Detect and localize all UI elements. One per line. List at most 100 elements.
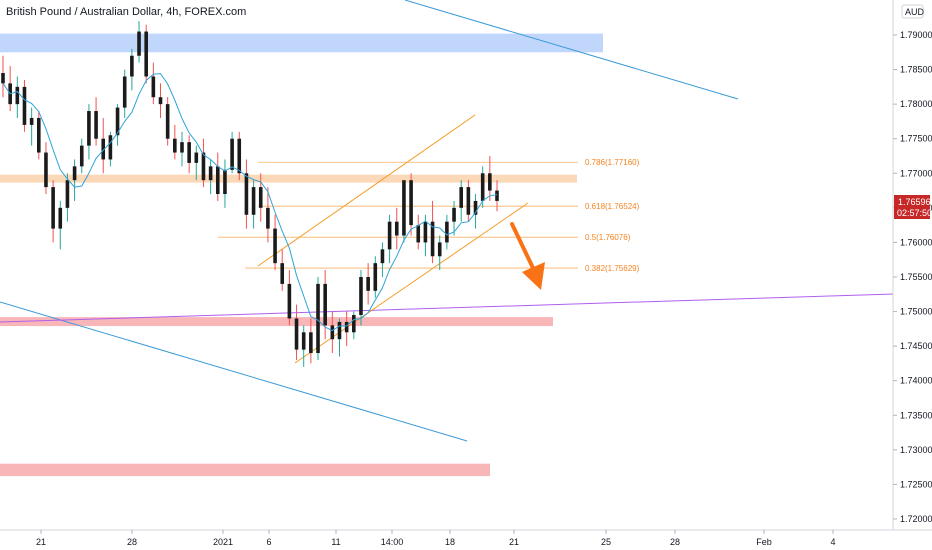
candle <box>294 304 299 360</box>
candle-body <box>423 221 428 243</box>
candle <box>151 62 156 105</box>
candle-body <box>359 276 363 316</box>
candle-body <box>36 117 41 153</box>
candle-body <box>473 200 478 215</box>
upper-blue-trendline <box>404 0 739 100</box>
x-tick-label: 21 <box>36 537 46 547</box>
x-tick-label: 11 <box>331 537 340 547</box>
candle-body <box>430 221 435 257</box>
zone-red-3 <box>0 463 490 477</box>
candle-body <box>495 190 499 201</box>
candle-body <box>79 145 84 167</box>
x-tick-label: 18 <box>445 537 455 547</box>
fib-label-2: 0.5(1.76076) <box>585 233 631 242</box>
channel-upper-line <box>257 114 476 267</box>
candle-body <box>29 117 34 125</box>
candle-body <box>208 166 213 181</box>
candle-body <box>330 325 335 340</box>
candle-body <box>237 138 242 174</box>
y-tick-label: 1.75000 <box>900 307 932 317</box>
candle-body <box>258 187 263 208</box>
candle <box>266 187 270 243</box>
candle-body <box>309 332 313 354</box>
x-tick-label: 28 <box>670 537 680 547</box>
candle <box>223 159 227 208</box>
y-tick-label: 1.77000 <box>900 168 932 178</box>
fib-label-3: 0.382(1.75629) <box>585 264 640 273</box>
candle-body <box>294 318 299 350</box>
zone-blue-0 <box>0 33 603 53</box>
candle <box>115 104 120 146</box>
x-tick-label: 21 <box>509 537 519 547</box>
candle <box>366 263 370 305</box>
candle <box>352 311 356 340</box>
candle-body <box>130 55 134 77</box>
candle-body <box>187 142 191 163</box>
candle <box>58 200 63 250</box>
y-tick-label: 1.78000 <box>900 99 932 109</box>
candle <box>280 249 285 291</box>
chart-title: British Pound / Australian Dollar, 4h, F… <box>6 6 246 18</box>
arrow-head <box>522 262 545 290</box>
currency-badge-box[interactable] <box>901 4 924 19</box>
y-tick-label: 1.75500 <box>900 272 932 282</box>
candle-body <box>337 321 342 340</box>
candle-body <box>380 249 385 264</box>
candle <box>137 21 141 63</box>
candle <box>380 242 385 277</box>
candle <box>65 173 70 222</box>
candle <box>36 111 41 160</box>
candles-layer <box>1 21 499 367</box>
candle <box>258 173 263 222</box>
candle <box>402 180 406 243</box>
candle <box>237 131 242 181</box>
candle-body <box>387 221 392 250</box>
candle <box>165 97 170 146</box>
candle-body <box>366 276 370 291</box>
candle <box>180 131 184 167</box>
candle <box>122 69 127 118</box>
candle <box>301 325 306 367</box>
candle <box>208 159 213 195</box>
candle-body <box>459 187 464 208</box>
candle-body <box>44 152 48 188</box>
candle <box>1 55 5 98</box>
candle-body <box>173 138 177 153</box>
candle <box>273 214 277 271</box>
currency-badge[interactable]: AUD <box>905 7 925 17</box>
candle-body <box>15 86 20 105</box>
candle-body <box>87 111 91 146</box>
candle-body <box>409 180 413 226</box>
candle <box>452 200 456 236</box>
fib-label-1: 0.618(1.76524) <box>585 202 640 211</box>
candle <box>430 200 435 264</box>
current-price-tag <box>894 195 930 219</box>
candle <box>51 180 55 243</box>
candle-body <box>280 263 285 284</box>
candle-body <box>445 221 449 243</box>
candle-body <box>352 315 356 333</box>
candle <box>158 83 163 118</box>
y-tick-label: 1.74000 <box>900 376 932 386</box>
candle <box>344 311 349 347</box>
candle-body <box>22 86 27 125</box>
candle-body <box>215 166 220 195</box>
candle-body <box>108 135 113 160</box>
x-tick-label: 2021 <box>213 537 233 547</box>
candle <box>201 138 206 188</box>
candle-body <box>488 173 492 191</box>
time-axis[interactable]: 21 28 2021 6 11 14:00 18 21 25 28 Feb 4 <box>36 530 836 547</box>
candle <box>108 131 113 167</box>
candle <box>466 180 471 222</box>
candle-body <box>165 104 170 139</box>
candle <box>337 318 342 357</box>
x-tick-label: 14:00 <box>381 537 404 547</box>
candle <box>309 318 313 364</box>
candle-body <box>344 321 349 333</box>
candle <box>244 159 249 229</box>
candle-body <box>51 187 55 229</box>
candle-body <box>437 242 442 257</box>
candle <box>473 194 478 229</box>
